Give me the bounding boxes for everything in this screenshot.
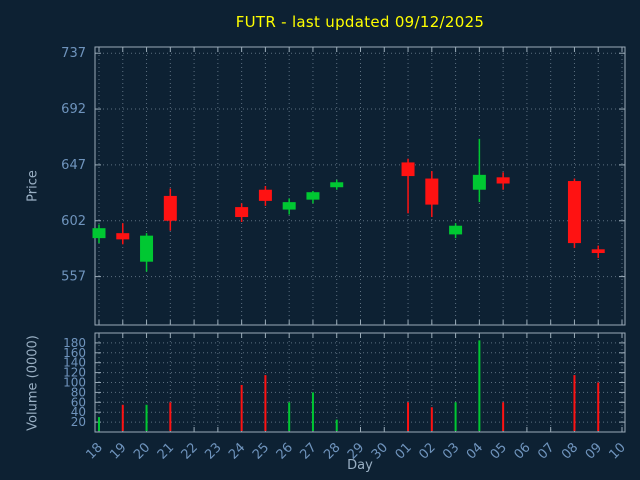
- svg-text:557: 557: [61, 270, 86, 285]
- svg-text:08: 08: [559, 440, 581, 462]
- chart-title: FUTR - last updated 09/12/2025: [235, 13, 485, 31]
- svg-text:737: 737: [61, 46, 86, 61]
- svg-text:60: 60: [71, 395, 86, 409]
- grid-lines: [95, 47, 625, 432]
- candle-05: [496, 172, 510, 190]
- price-tick-labels: 557 602 647 692 737: [61, 46, 86, 284]
- svg-text:22: 22: [179, 440, 201, 462]
- svg-text:09: 09: [583, 440, 605, 462]
- svg-text:602: 602: [61, 214, 86, 229]
- tick-marks: [95, 47, 625, 432]
- candle-19: [116, 223, 130, 245]
- svg-text:140: 140: [63, 356, 86, 370]
- candle-09: [591, 245, 605, 258]
- candle-24: [235, 203, 249, 222]
- svg-text:100: 100: [63, 376, 86, 390]
- candle-02: [425, 171, 439, 218]
- svg-text:05: 05: [488, 440, 510, 462]
- svg-text:40: 40: [71, 405, 86, 419]
- candle-27: [306, 190, 320, 204]
- candle-01: [401, 158, 415, 214]
- svg-text:06: 06: [511, 440, 533, 462]
- svg-text:28: 28: [321, 440, 343, 462]
- candle-20: [140, 233, 154, 272]
- svg-text:180: 180: [63, 336, 86, 350]
- day-axis-label: Day: [347, 458, 373, 473]
- svg-text:10: 10: [607, 440, 629, 462]
- day-tick-labels: 18 19 20 21 22 23 24 25 26 27 28 29 30 01 02 03 04 05 06 07…: [84, 440, 629, 462]
- svg-text:120: 120: [63, 366, 86, 380]
- candle-21: [163, 188, 177, 231]
- volume-bars: [98, 340, 600, 431]
- svg-text:647: 647: [61, 158, 86, 173]
- svg-text:26: 26: [274, 440, 296, 462]
- svg-text:18: 18: [84, 440, 106, 462]
- svg-text:29: 29: [345, 440, 367, 462]
- candle-26: [282, 198, 296, 215]
- svg-text:04: 04: [464, 440, 486, 462]
- svg-text:03: 03: [440, 440, 462, 462]
- svg-text:21: 21: [155, 440, 177, 462]
- svg-text:23: 23: [202, 440, 224, 462]
- svg-text:07: 07: [535, 440, 557, 462]
- svg-text:01: 01: [393, 440, 415, 462]
- svg-text:20: 20: [131, 440, 153, 462]
- candle-03: [449, 223, 463, 239]
- svg-text:24: 24: [226, 440, 248, 462]
- candle-04: [472, 138, 486, 203]
- candle-08: [567, 178, 581, 249]
- svg-text:80: 80: [71, 385, 86, 399]
- svg-text:692: 692: [61, 102, 86, 117]
- svg-text:27: 27: [297, 440, 319, 462]
- svg-text:160: 160: [63, 346, 86, 360]
- candle-28: [330, 179, 344, 190]
- svg-text:30: 30: [369, 440, 391, 462]
- candle-25: [258, 186, 272, 206]
- candlesticks: [92, 138, 605, 272]
- svg-text:02: 02: [416, 440, 438, 462]
- svg-text:20: 20: [71, 415, 86, 429]
- svg-text:19: 19: [107, 440, 129, 462]
- svg-text:25: 25: [250, 440, 272, 462]
- candle-18: [92, 224, 106, 244]
